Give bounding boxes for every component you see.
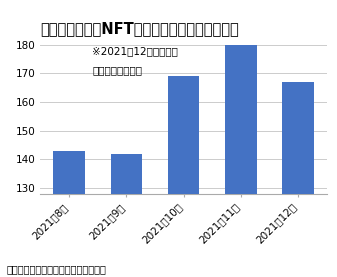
Bar [168,76,200,194]
Bar [54,151,85,194]
Bar [111,154,142,194]
Text: 半ば時点での数値: 半ば時点での数値 [92,65,142,75]
Text: 直近数カ月間のNFT市場規模の推移（億ドル）: 直近数カ月間のNFT市場規模の推移（億ドル） [40,21,239,36]
Bar [282,82,314,194]
Bar [225,45,257,194]
Text: 出所：各種資料をもとに東洋証券作成: 出所：各種資料をもとに東洋証券作成 [7,264,106,274]
Text: ※2021年12月は、同月: ※2021年12月は、同月 [92,47,178,57]
